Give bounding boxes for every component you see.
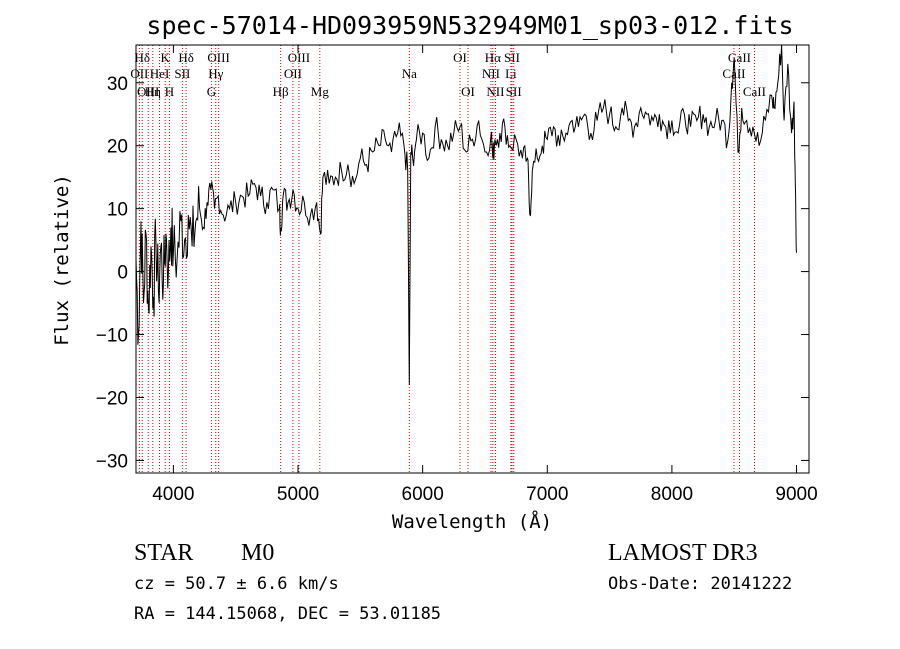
x-tick-label: 9000 [775, 484, 817, 505]
line-label-SII: SII [506, 84, 522, 99]
y-tick-label: −10 [96, 326, 128, 347]
line-label-OI: OI [461, 84, 475, 99]
x-axis-ticks: 4000 5000 6000 7000 8000 9000 [152, 45, 818, 505]
line-label-Hβ: Hβ [273, 84, 289, 99]
line-label-OIII: OIII [137, 84, 159, 99]
line-label-CaII: CaII [728, 50, 751, 65]
line-label-CaII: CaII [722, 66, 745, 81]
cz-value: cz = 50.7 ± 6.6 km/s [134, 574, 339, 594]
line-label-OIII: OIII [288, 50, 310, 65]
line-label-Hδ: Hδ [178, 50, 194, 65]
y-tick-label: 10 [107, 200, 128, 221]
line-label-Hγ: Hγ [208, 66, 223, 81]
line-label-NII: NII [486, 84, 504, 99]
line-label-Li: Li [505, 66, 517, 81]
line-label-Hδ: Hδ [134, 50, 150, 65]
line-label-HeI: HeI [150, 66, 170, 81]
y-axis-label: Flux (relative) [51, 174, 73, 346]
x-tick-label: 4000 [152, 484, 194, 505]
line-label-K: K [160, 50, 170, 65]
plot-frame [135, 44, 810, 474]
x-tick-label: 6000 [402, 484, 444, 505]
line-label-OI: OI [453, 50, 467, 65]
object-class: STAR [134, 540, 193, 566]
survey-name: LAMOST DR3 [608, 540, 758, 566]
line-label-SII: SII [174, 66, 190, 81]
line-label-OII: OII [130, 66, 148, 81]
line-label-Mg: Mg [311, 84, 330, 99]
chart-title: spec-57014-HD093959N532949M01_sp03-012.f… [146, 11, 793, 40]
line-label-Na: Na [402, 66, 417, 81]
y-tick-label: −20 [96, 388, 128, 409]
line-label-CaII: CaII [743, 84, 766, 99]
y-axis-ticks: −30 −20 −10 0 10 20 30 [96, 74, 809, 472]
ra-dec: RA = 144.15068, DEC = 53.01185 [134, 604, 441, 624]
y-tick-label: 20 [107, 137, 128, 158]
obs-date: Obs-Date: 20141222 [608, 574, 792, 594]
line-label-H: H [165, 84, 174, 99]
x-tick-label: 7000 [526, 484, 568, 505]
y-tick-label: −30 [96, 451, 128, 472]
line-label-SII: SII [504, 50, 520, 65]
line-label-NII: NII [482, 66, 500, 81]
y-tick-label: 0 [117, 263, 128, 284]
y-tick-label: 30 [107, 74, 128, 95]
x-tick-label: 5000 [277, 484, 319, 505]
spectrum-line [135, 44, 797, 385]
line-label-G: G [207, 84, 216, 99]
line-label-OII: OII [284, 66, 302, 81]
line-label-OIII: OIII [207, 50, 229, 65]
x-tick-label: 8000 [651, 484, 693, 505]
x-axis-label: Wavelength (Å) [392, 510, 552, 533]
object-subclass: M0 [241, 540, 274, 566]
line-label-Hη: Hη [145, 84, 161, 99]
line-label-Hα: Hα [485, 50, 501, 65]
